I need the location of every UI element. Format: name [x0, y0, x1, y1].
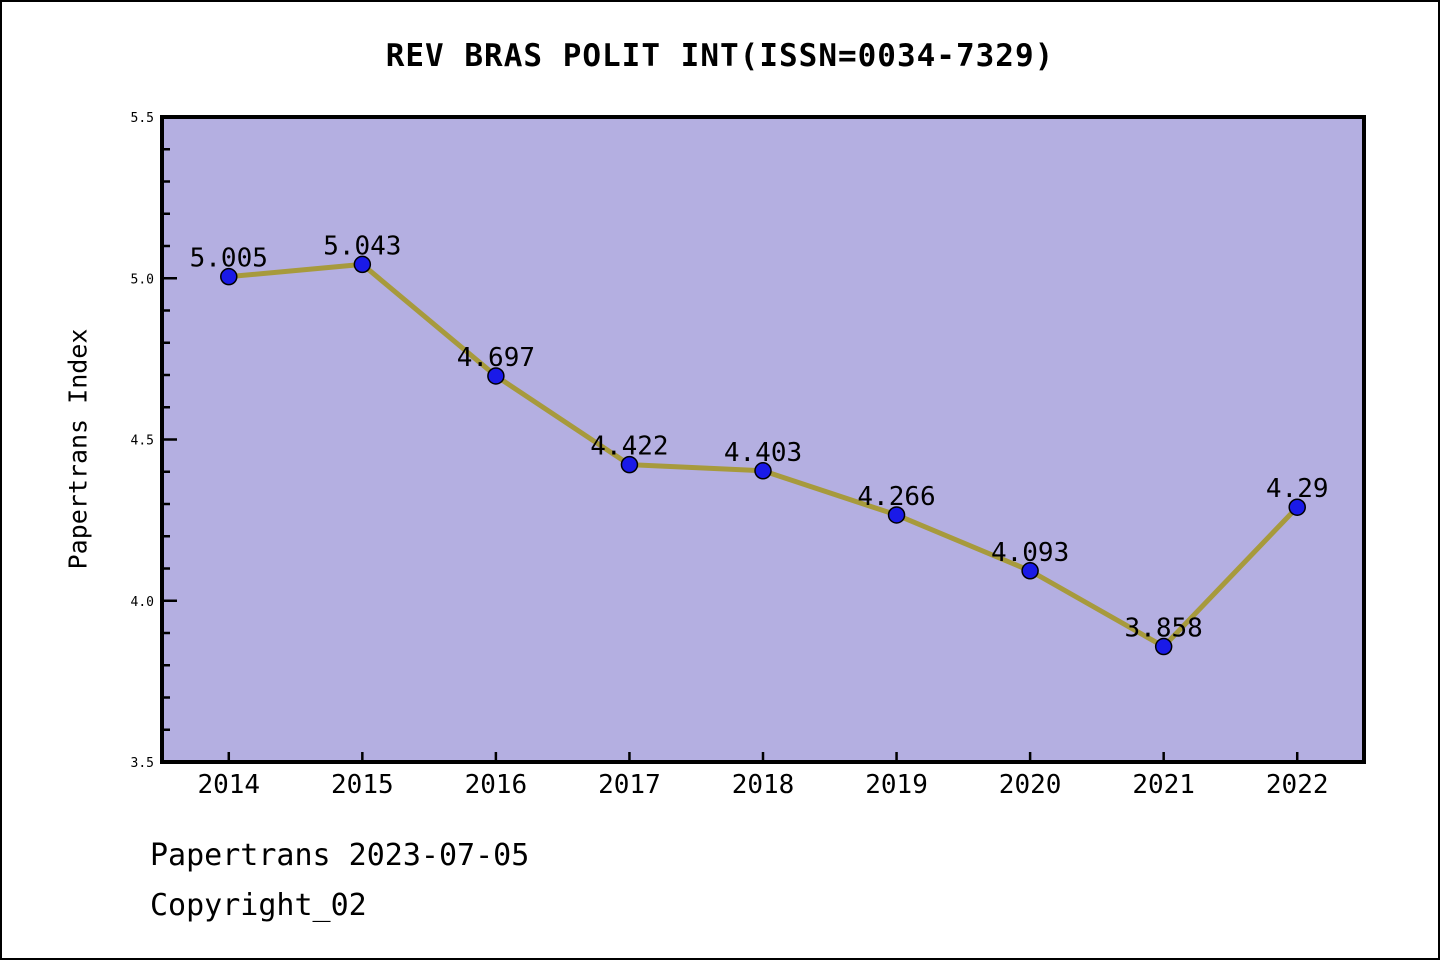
x-tick-label: 2019	[865, 770, 928, 800]
data-label-2019: 4.266	[857, 482, 935, 512]
data-label-2015: 5.043	[323, 231, 401, 261]
data-point-2022	[1288, 498, 1306, 516]
data-label-2021: 3.858	[1125, 614, 1203, 644]
data-point-2014	[220, 267, 238, 286]
y-tick-label: 4.5	[131, 434, 154, 449]
x-tick-label: 2014	[197, 770, 260, 800]
y-tick-label: 5.5	[131, 111, 154, 126]
x-tick-label: 2015	[331, 770, 394, 800]
data-label-2018: 4.403	[724, 438, 802, 468]
data-point-2015	[353, 255, 372, 274]
data-label-2017: 4.422	[590, 432, 668, 462]
y-tick-label: 5.0	[131, 272, 154, 287]
data-point-2016	[487, 367, 505, 385]
x-tick-label: 2016	[465, 770, 528, 800]
x-tick-label: 2017	[598, 770, 661, 800]
footer-copyright: Copyright_02	[150, 888, 367, 923]
x-tick-label: 2020	[999, 770, 1062, 800]
footer-watermark: Papertrans 2023-07-05	[150, 838, 530, 873]
data-point-2020	[1021, 562, 1039, 580]
x-tick-label: 2018	[732, 770, 795, 800]
chart-title: REV BRAS POLIT INT(ISSN=0034-7329)	[385, 38, 1055, 74]
y-tick-label: 4.0	[131, 595, 154, 610]
data-label-2020: 4.093	[991, 538, 1069, 568]
data-label-2016: 4.697	[457, 343, 535, 373]
x-tick-label: 2021	[1132, 770, 1195, 800]
data-label-2014: 5.005	[190, 244, 268, 274]
data-label-2022: 4.29	[1266, 474, 1329, 504]
plot-border	[160, 115, 1366, 764]
data-point-2017	[620, 455, 639, 474]
data-point-2018	[754, 462, 772, 480]
y-tick-label: 3.5	[131, 756, 154, 771]
data-point-2019	[887, 506, 906, 524]
data-point-2021	[1154, 637, 1173, 656]
x-tick-label: 2022	[1266, 770, 1329, 800]
